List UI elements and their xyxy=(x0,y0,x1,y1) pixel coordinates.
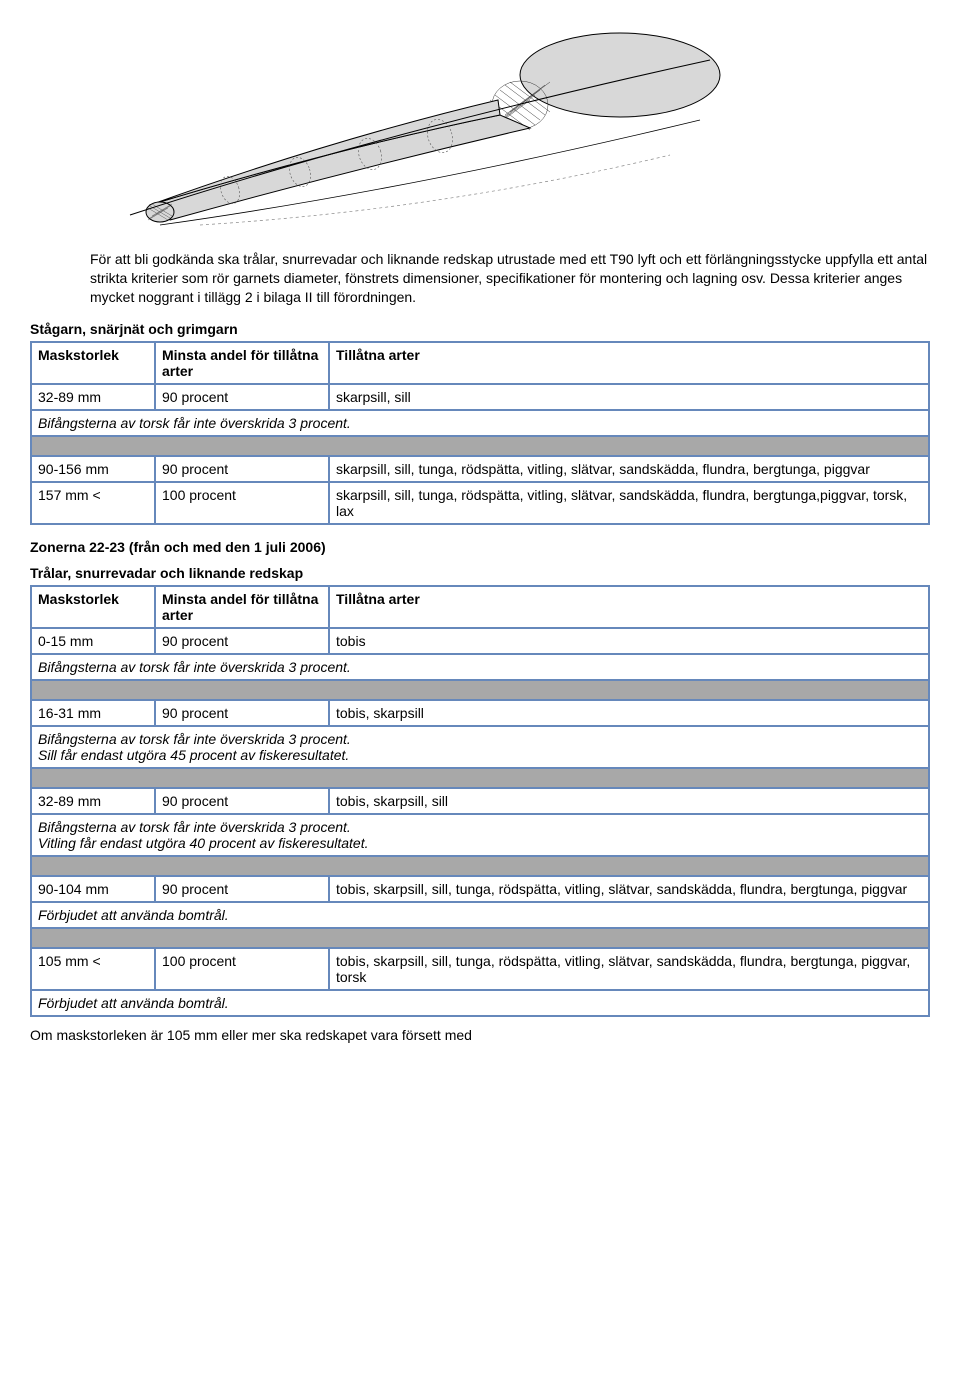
trawl-net-diagram xyxy=(90,20,730,230)
note-row: Förbjudet att använda bomtrål. xyxy=(31,990,929,1016)
table-row: 32-89 mm 90 procent tobis, skarpsill, si… xyxy=(31,788,929,814)
t2-header-b: Minsta andel för tillåtna arter xyxy=(155,586,329,628)
t1-header-c: Tillåtna arter xyxy=(329,342,929,384)
note-row: Bifångsterna av torsk får inte överskrid… xyxy=(31,410,929,436)
t1-header-a: Maskstorlek xyxy=(31,342,155,384)
spacer-row xyxy=(31,856,929,876)
note-row: Bifångsterna av torsk får inte överskrid… xyxy=(31,814,929,856)
intro-paragraph: För att bli godkända ska trålar, snurrev… xyxy=(90,250,930,307)
spacer-row xyxy=(31,928,929,948)
zone-heading: Zonerna 22-23 (från och med den 1 juli 2… xyxy=(30,539,930,555)
section1-heading: Stågarn, snärjnät och grimgarn xyxy=(30,321,930,337)
spacer-row xyxy=(31,436,929,456)
t1-header-b: Minsta andel för tillåtna arter xyxy=(155,342,329,384)
t2-header-a: Maskstorlek xyxy=(31,586,155,628)
t2-header-c: Tillåtna arter xyxy=(329,586,929,628)
table-row: 16-31 mm 90 procent tobis, skarpsill xyxy=(31,700,929,726)
spacer-row xyxy=(31,768,929,788)
note-row: Bifångsterna av torsk får inte överskrid… xyxy=(31,654,929,680)
spacer-row xyxy=(31,680,929,700)
note-row: Förbjudet att använda bomtrål. xyxy=(31,902,929,928)
table-row: 90-104 mm 90 procent tobis, skarpsill, s… xyxy=(31,876,929,902)
table-row: 0-15 mm 90 procent tobis xyxy=(31,628,929,654)
table-stagarn: Maskstorlek Minsta andel för tillåtna ar… xyxy=(30,341,930,525)
section2-heading: Trålar, snurrevadar och liknande redskap xyxy=(30,565,930,581)
table-row: 105 mm < 100 procent tobis, skarpsill, s… xyxy=(31,948,929,990)
table-row: 90-156 mm 90 procent skarpsill, sill, tu… xyxy=(31,456,929,482)
table-row: 157 mm < 100 procent skarpsill, sill, tu… xyxy=(31,482,929,524)
table-row: 32-89 mm 90 procent skarpsill, sill xyxy=(31,384,929,410)
table-tralar: Maskstorlek Minsta andel för tillåtna ar… xyxy=(30,585,930,1017)
footer-text: Om maskstorleken är 105 mm eller mer ska… xyxy=(30,1027,930,1043)
note-row: Bifångsterna av torsk får inte överskrid… xyxy=(31,726,929,768)
